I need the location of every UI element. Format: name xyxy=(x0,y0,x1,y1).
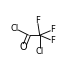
Text: O: O xyxy=(20,42,28,52)
Text: Cl: Cl xyxy=(36,47,44,56)
Text: F: F xyxy=(50,25,55,34)
Text: Cl: Cl xyxy=(10,24,19,33)
Text: F: F xyxy=(50,36,55,45)
Text: F: F xyxy=(35,16,40,25)
